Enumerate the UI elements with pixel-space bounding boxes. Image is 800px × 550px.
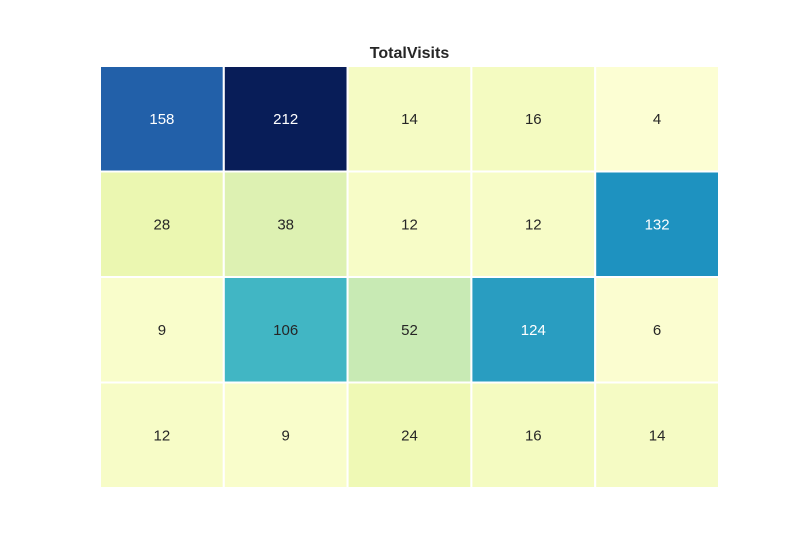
heatmap-cell-r3-c0 [99,381,225,489]
cell-value-label-r2-c4: 6 [653,322,661,339]
cell-value-label-r0-c4: 4 [653,111,661,128]
cell-value-label-r0-c2: 14 [401,111,418,128]
heatmap-cell-r1-c4 [594,170,721,278]
cell-value-label-r1-c3: 12 [525,216,542,233]
cell-value-label-r2-c1: 106 [273,322,298,339]
heatmap-cell-r0-c0 [99,65,225,173]
heatmap-cell-r0-c1 [222,65,349,173]
heatmap-cell-r0-c2 [346,65,473,173]
cell-value-label-r1-c2: 12 [401,216,418,233]
cell-value-label-r3-c0: 12 [154,427,171,444]
cell-value-label-r1-c4: 132 [645,216,670,233]
cell-value-label-r3-c4: 14 [649,427,666,444]
cell-value-label-r3-c3: 16 [525,427,542,444]
heatmap-cells: 158 212 14 16 4 28 38 12 12 132 9 106 52 124 6 12 9 24 16 1… [99,65,721,489]
heatmap-cell-r3-c2 [346,381,473,489]
cell-value-label-r0-c1: 212 [273,111,298,128]
cell-value-label-r3-c2: 24 [401,427,418,444]
heatmap-cell-r3-c1 [222,381,349,489]
cell-value-label-r1-c1: 38 [277,216,294,233]
cell-value-label-r2-c3: 124 [521,322,546,339]
cell-value-label-r2-c2: 52 [401,322,418,339]
chart-title: TotalVisits [370,45,450,62]
heatmap-cell-r3-c3 [470,381,597,489]
heatmap-cell-r1-c0 [99,170,225,278]
heatmap-cell-r2-c3 [470,276,597,384]
cell-value-label-r0-c3: 16 [525,111,542,128]
heatmap-cell-r3-c4 [594,381,721,489]
cell-value-label-r1-c0: 28 [154,216,171,233]
cell-value-label-r3-c1: 9 [282,427,290,444]
heatmap-cell-r1-c2 [346,170,473,278]
cell-value-label-r2-c0: 9 [158,322,166,339]
cell-value-label-r0-c0: 158 [149,111,174,128]
heatmap-cell-r2-c1 [222,276,349,384]
